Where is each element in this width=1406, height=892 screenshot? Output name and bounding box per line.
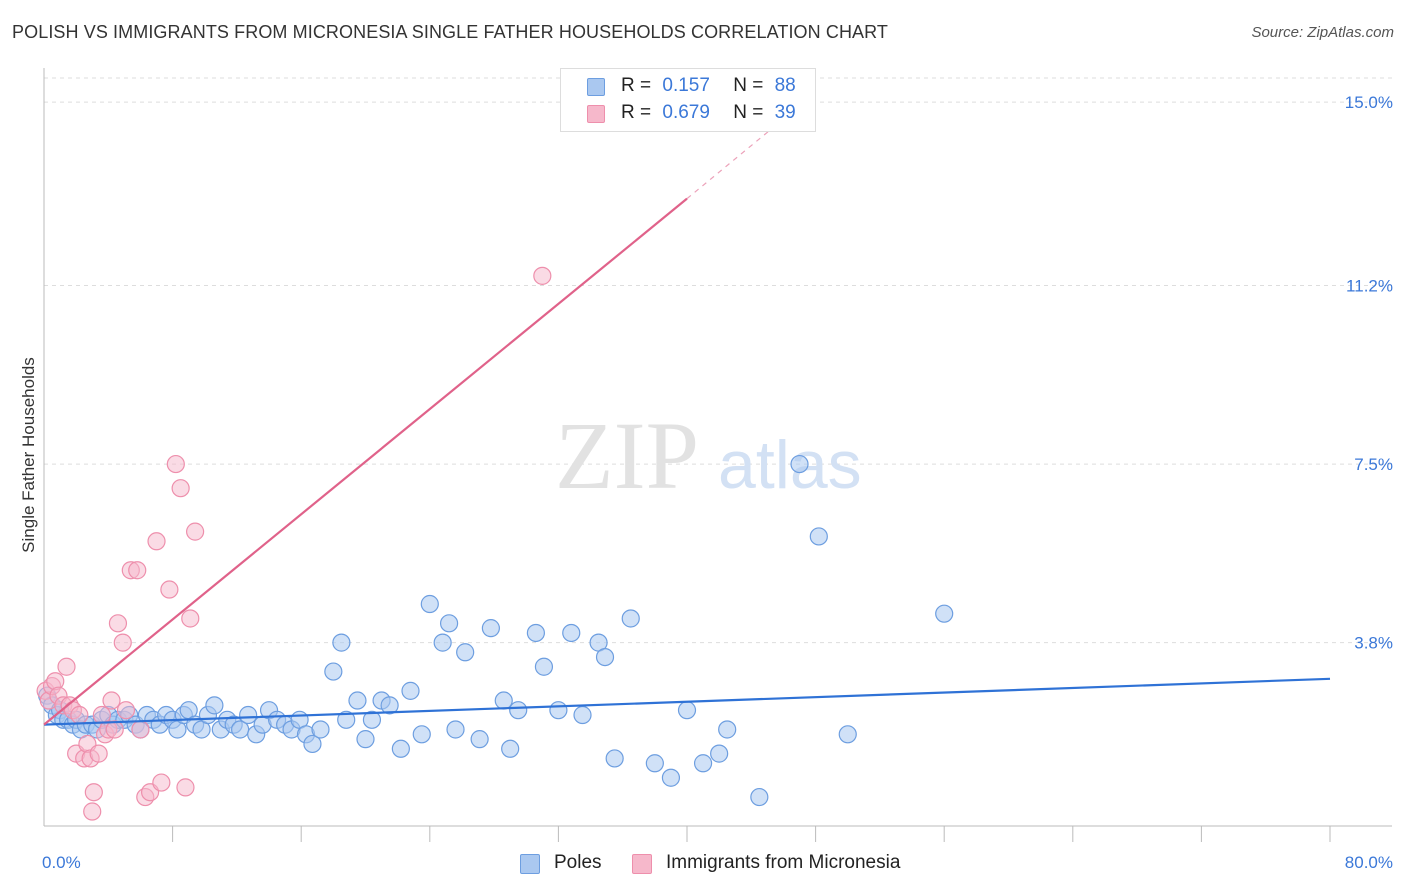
poles-point — [809, 527, 828, 546]
poles-point — [562, 623, 581, 643]
micronesia-point — [176, 778, 195, 797]
poles-point — [621, 609, 640, 628]
y-axis-label: Single Father Households — [19, 357, 38, 553]
micronesia-legend-label: Immigrants from Micronesia — [666, 852, 901, 873]
poles-point — [790, 454, 809, 474]
micronesia-swatch — [587, 105, 605, 123]
micronesia-point — [181, 609, 200, 628]
poles-point — [534, 657, 554, 676]
micronesia-point — [84, 783, 103, 802]
micronesia-point — [131, 720, 150, 739]
poles-point — [303, 734, 322, 754]
legend-n-label: N = — [733, 102, 764, 123]
poles-point — [710, 744, 729, 763]
poles-point — [494, 691, 513, 710]
poles-point — [481, 619, 500, 638]
micronesia-point — [533, 266, 552, 285]
x-tick-label: 0.0% — [42, 853, 81, 872]
poles-legend-label: Poles — [554, 852, 602, 873]
poles-swatch — [587, 78, 605, 96]
poles-point — [348, 691, 367, 710]
poles-point — [356, 730, 375, 749]
poles-point — [205, 696, 224, 715]
legend-n-value: 39 — [774, 102, 796, 123]
micronesia-point — [83, 802, 102, 821]
poles-point — [391, 739, 410, 758]
micronesia-point — [186, 522, 205, 541]
y-tick-label: 15.0% — [1345, 93, 1393, 112]
micronesia-point — [113, 633, 132, 652]
micronesia-point — [152, 773, 171, 792]
poles-point — [526, 623, 545, 643]
micronesia-point — [116, 701, 136, 720]
micronesia-point — [147, 532, 166, 551]
poles-swatch — [520, 854, 540, 874]
legend-n-value: 88 — [774, 75, 796, 96]
micronesia-point — [57, 657, 76, 676]
poles-point — [573, 705, 592, 725]
poles-point — [446, 720, 465, 739]
watermark-atlas: atlas — [718, 427, 862, 503]
correlation-legend: R = 0.157 N = 88 R = 0.679 N = 39 — [560, 68, 816, 132]
zipatlas-watermark: ZIP atlas — [555, 402, 862, 509]
poles-point — [605, 749, 624, 768]
micronesia-point — [160, 580, 179, 599]
poles-point — [718, 720, 737, 739]
micronesia-trend-line — [43, 197, 688, 726]
chart-title: POLISH VS IMMIGRANTS FROM MICRONESIA SIN… — [12, 22, 889, 42]
micronesia-point — [105, 720, 124, 739]
tick-labels: 3.8% 7.5% 11.2% 15.0% 0.0% 80.0% — [42, 93, 1393, 872]
micronesia-point — [166, 454, 185, 474]
poles-point — [401, 681, 420, 700]
legend-r-value: 0.679 — [662, 102, 710, 123]
micronesia-points — [36, 266, 552, 821]
poles-point — [595, 647, 615, 667]
y-tick-label: 11.2% — [1346, 277, 1393, 296]
x-tick-label: 80.0% — [1345, 853, 1393, 872]
poles-point — [456, 643, 475, 662]
legend-r-value: 0.157 — [662, 75, 710, 96]
legend-r-label: R = — [621, 75, 652, 96]
micronesia-swatch — [632, 854, 652, 874]
poles-point — [337, 710, 356, 729]
poles-point — [935, 604, 954, 623]
legend-r-label: R = — [621, 102, 652, 123]
poles-point — [311, 720, 330, 739]
micronesia-point — [102, 691, 121, 710]
poles-point — [324, 662, 343, 681]
micronesia-trend-extension — [686, 118, 784, 200]
poles-point — [501, 739, 520, 758]
poles-point — [549, 701, 568, 720]
poles-point — [412, 725, 431, 744]
poles-point — [677, 701, 697, 720]
poles-point — [362, 710, 382, 729]
poles-point — [420, 594, 439, 614]
poles-point — [838, 725, 857, 744]
poles-point — [693, 754, 713, 773]
poles-point — [470, 730, 489, 749]
micronesia-point — [70, 705, 89, 725]
y-tick-label: 7.5% — [1354, 455, 1393, 474]
poles-point — [661, 768, 681, 787]
poles-point — [439, 614, 459, 633]
micronesia-point — [89, 744, 108, 763]
micronesia-point — [128, 561, 147, 580]
poles-point — [645, 754, 664, 773]
source-credit: Source: ZipAtlas.com — [1251, 24, 1394, 41]
poles-point — [380, 696, 399, 715]
legend-n-label: N = — [733, 75, 764, 96]
poles-trend-line — [43, 677, 1331, 726]
micronesia-point — [171, 479, 190, 498]
poles-point — [509, 701, 528, 720]
poles-point — [239, 705, 258, 725]
trend-lines — [43, 118, 1331, 726]
micronesia-point — [108, 614, 128, 633]
y-tick-label: 3.8% — [1354, 634, 1393, 653]
poles-point — [433, 633, 452, 652]
poles-points — [38, 454, 954, 807]
poles-point — [750, 787, 769, 807]
poles-point — [332, 633, 351, 652]
watermark-zip: ZIP — [555, 402, 699, 509]
